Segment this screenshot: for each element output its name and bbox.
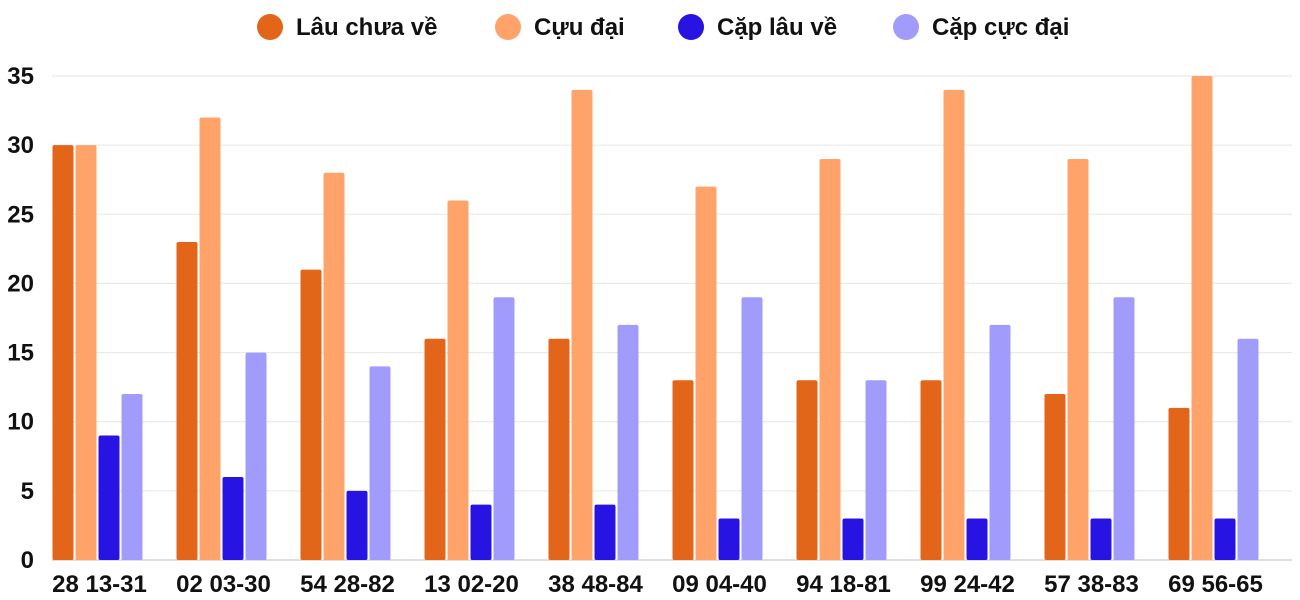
bar <box>1191 76 1213 560</box>
legend-item: Cặp lâu về <box>678 14 837 41</box>
x-tick-label: 02 03-30 <box>176 571 271 598</box>
y-tick-label: 5 <box>21 478 34 505</box>
bar <box>966 518 988 560</box>
x-tick-label: 94 18-81 <box>796 571 891 598</box>
x-tick-label: 09 04-40 <box>672 571 767 598</box>
legend-label: Cựu đại <box>534 14 625 41</box>
bar-group-09-04-40 <box>672 186 763 560</box>
bar-group-69-56-65 <box>1168 76 1259 560</box>
bar <box>346 490 368 560</box>
legend-item: Cặp cực đại <box>893 14 1069 41</box>
y-tick-label: 0 <box>21 547 34 574</box>
bar <box>695 186 717 560</box>
legend-swatch <box>678 14 704 40</box>
bars <box>52 76 1259 561</box>
bar <box>943 89 965 560</box>
y-tick-label: 15 <box>7 340 34 367</box>
bar <box>245 352 267 560</box>
bar <box>199 117 221 560</box>
bar-group-99-24-42 <box>920 89 1011 560</box>
bar <box>470 504 492 560</box>
bar-group-94-18-81 <box>796 158 887 560</box>
bar <box>718 518 740 560</box>
x-tick-label: 99 24-42 <box>920 571 1015 598</box>
legend-swatch <box>257 14 283 40</box>
bar <box>617 324 639 560</box>
y-tick-label: 25 <box>7 201 34 228</box>
bar <box>424 338 446 560</box>
x-tick-label: 28 13-31 <box>52 571 147 598</box>
bar <box>1168 407 1190 560</box>
bar <box>989 324 1011 560</box>
bar <box>1113 297 1135 560</box>
legend: Lâu chưa về Cựu đại Cặp lâu về Cặp cực đại <box>257 14 1069 41</box>
legend-swatch <box>893 14 919 40</box>
bar-group-13-02-20 <box>424 200 515 560</box>
bar <box>493 297 515 560</box>
bar <box>447 200 469 560</box>
bar <box>920 380 942 560</box>
y-tick-label: 30 <box>7 132 34 159</box>
bar <box>548 338 570 560</box>
y-tick-label: 35 <box>7 63 34 90</box>
x-tick-label: 13 02-20 <box>424 571 519 598</box>
bar <box>176 241 198 560</box>
bar <box>75 145 97 560</box>
y-tick-label: 20 <box>7 270 34 297</box>
bar <box>594 504 616 560</box>
bar <box>222 477 244 560</box>
x-axis: 28 13-31 02 03-30 54 28-82 13 02-20 38 48-84… <box>52 571 1263 598</box>
bar-group-28-13-31 <box>52 145 143 560</box>
x-tick-label: 57 38-83 <box>1044 571 1139 598</box>
bar-group-38-48-84 <box>548 89 639 560</box>
legend-label: Lâu chưa về <box>296 14 437 41</box>
y-axis: 0 5 10 15 20 25 30 35 <box>7 63 34 574</box>
bar <box>300 269 322 560</box>
bar <box>1237 338 1259 560</box>
bar <box>1214 518 1236 560</box>
legend-item: Lâu chưa về <box>257 14 437 41</box>
bar <box>323 172 345 561</box>
x-tick-label: 38 48-84 <box>548 571 643 598</box>
x-tick-label: 69 56-65 <box>1168 571 1263 598</box>
bar <box>865 380 887 560</box>
x-tick-label: 54 28-82 <box>300 571 395 598</box>
bar <box>796 380 818 560</box>
bar <box>571 89 593 560</box>
y-tick-label: 10 <box>7 409 34 436</box>
bar <box>842 518 864 560</box>
bar <box>121 394 143 560</box>
bar <box>1067 158 1089 560</box>
bar-group-02-03-30 <box>176 117 267 560</box>
legend-label: Cặp lâu về <box>717 14 837 41</box>
bar <box>672 380 694 560</box>
bar <box>1090 518 1112 560</box>
bar <box>52 145 74 560</box>
bar-group-54-28-82 <box>300 172 391 561</box>
bar <box>98 435 120 560</box>
bar <box>741 297 763 560</box>
bar-group-57-38-83 <box>1044 158 1135 560</box>
bar <box>1044 394 1066 560</box>
bar <box>369 366 391 560</box>
legend-item: Cựu đại <box>495 14 625 41</box>
legend-label: Cặp cực đại <box>932 14 1069 41</box>
bar <box>819 158 841 560</box>
legend-swatch <box>495 14 521 40</box>
